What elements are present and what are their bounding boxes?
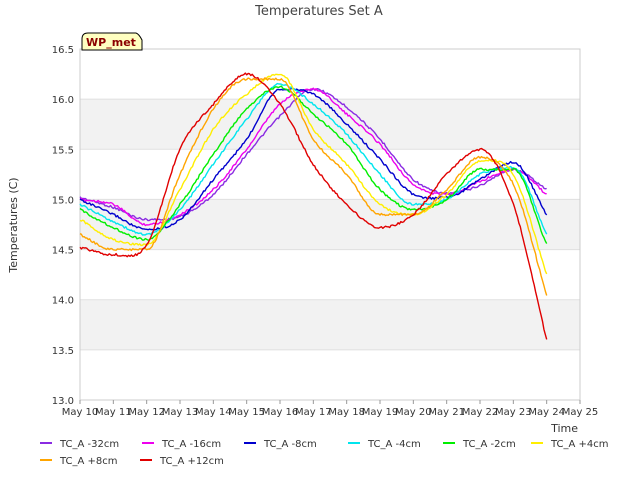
legend-label: TC_A +4cm (550, 439, 609, 450)
x-tick-label: May 22 (462, 407, 499, 418)
x-tick-label: May 10 (62, 407, 99, 418)
x-tick-label: May 21 (428, 407, 465, 418)
legend-item: TC_A -8cm (244, 439, 317, 450)
y-axis-ticks: 13.0 13.5 14.0 14.5 15.0 15.5 16.0 16.5 (52, 45, 74, 407)
plot-frame (79, 48, 581, 401)
y-axis-label: Temperatures (C) (7, 177, 20, 273)
legend-item: TC_A -32cm (40, 439, 119, 450)
x-tick-label: May 17 (295, 407, 332, 418)
legend-label: TC_A -32cm (59, 439, 119, 450)
y-tick-label: 16.5 (52, 45, 74, 56)
series-line (79, 87, 548, 231)
series-lines (79, 72, 548, 340)
legend-label: TC_A +12cm (159, 456, 224, 467)
legend-item: TC_A +12cm (140, 456, 224, 467)
y-tick-label: 14.5 (52, 246, 74, 257)
x-tick-label: May 14 (195, 407, 232, 418)
legend-item: TC_A -4cm (348, 439, 421, 450)
y-tick-label: 16.0 (52, 95, 74, 106)
x-tick-label: May 13 (162, 407, 199, 418)
x-axis-label: Time (550, 422, 578, 435)
legend-item: TC_A +4cm (531, 439, 609, 450)
series-line (79, 72, 548, 340)
y-tick-label: 13.5 (52, 346, 74, 357)
x-tick-label: May 11 (95, 407, 132, 418)
grid-band (80, 299, 580, 350)
legend-label: TC_A -8cm (263, 439, 317, 450)
x-tick-label: May 16 (262, 407, 299, 418)
x-tick-label: May 18 (328, 407, 365, 418)
series-line (79, 82, 548, 236)
y-tick-label: 14.0 (52, 296, 74, 307)
x-tick-label: May 20 (395, 407, 432, 418)
series-line (79, 77, 548, 296)
x-tick-label: May 15 (228, 407, 265, 418)
annotation-label: WP_met (86, 36, 136, 49)
chart-title: Temperatures Set A (254, 4, 383, 19)
legend-item: TC_A +8cm (40, 456, 118, 467)
x-tick-label: May 25 (562, 407, 599, 418)
legend-item: TC_A -2cm (443, 439, 516, 450)
grid-bands (80, 98, 580, 401)
legend-label: TC_A -4cm (367, 439, 421, 450)
y-tick-label: 13.0 (52, 396, 74, 407)
x-tick-label: May 19 (362, 407, 399, 418)
y-tick-label: 15.0 (52, 195, 74, 206)
x-tick-label: May 12 (128, 407, 165, 418)
x-tick-label: May 23 (495, 407, 532, 418)
x-tick-label: May 24 (528, 407, 565, 418)
y-tick-label: 15.5 (52, 145, 74, 156)
annotation-box: WP_met (81, 32, 143, 51)
legend-label: TC_A -16cm (161, 439, 221, 450)
series-line (79, 87, 547, 227)
legend-item: TC_A -16cm (142, 439, 221, 450)
legend-label: TC_A -2cm (462, 439, 516, 450)
legend-label: TC_A +8cm (59, 456, 118, 467)
legend: TC_A -32cm TC_A -16cm TC_A -8cm TC_A -4cm TC… (40, 439, 609, 467)
